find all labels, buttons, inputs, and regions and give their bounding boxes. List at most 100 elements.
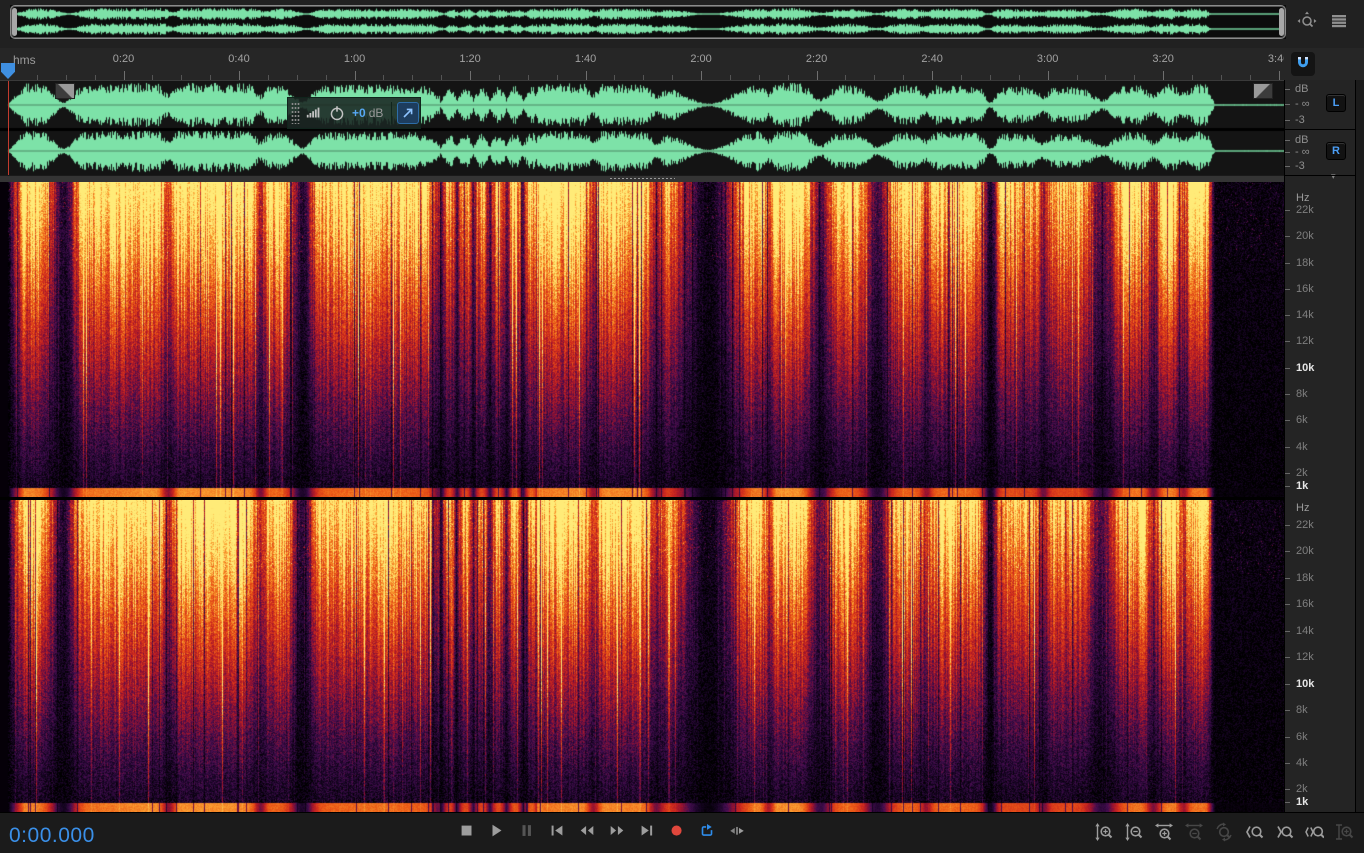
channel-r-button[interactable]: R bbox=[1326, 142, 1346, 160]
panel-right-edge bbox=[1355, 80, 1364, 812]
overview-bar bbox=[0, 0, 1364, 48]
rewind-button[interactable] bbox=[578, 822, 596, 840]
ruler-tick bbox=[94, 75, 96, 80]
hz-tick bbox=[1285, 763, 1290, 764]
db-tick bbox=[1285, 152, 1290, 153]
zoom-in-at-out-point-button[interactable] bbox=[1271, 821, 1296, 843]
zoom-full-button[interactable] bbox=[1331, 821, 1356, 843]
hz-scale-label: 1k bbox=[1296, 480, 1309, 492]
snap-toggle-button[interactable] bbox=[1291, 52, 1315, 76]
zoom-in-amplitude-button[interactable] bbox=[1091, 821, 1116, 843]
hz-scale-label: 1k bbox=[1296, 796, 1309, 808]
db-scale-label: dB bbox=[1295, 83, 1309, 95]
ruler-tick bbox=[874, 75, 876, 80]
db-scale: dB - ∞ -3 R bbox=[1285, 131, 1355, 176]
spectrogram-right-channel[interactable] bbox=[0, 500, 1284, 812]
ruler-tick bbox=[123, 71, 125, 80]
zoom-to-selection-button[interactable] bbox=[1301, 821, 1326, 843]
status-bar: 0:00.000 bbox=[0, 812, 1364, 853]
ruler-tick bbox=[383, 75, 385, 80]
ruler-tick bbox=[556, 75, 558, 80]
hz-tick bbox=[1285, 802, 1290, 803]
skip-to-end-button[interactable] bbox=[638, 822, 656, 840]
loop-playback-button[interactable] bbox=[698, 822, 716, 840]
pin-arrow-icon[interactable] bbox=[397, 102, 420, 124]
ruler-tick bbox=[729, 75, 731, 80]
db-scale-label: - ∞ bbox=[1295, 97, 1310, 110]
hz-scale-label: 8k bbox=[1296, 388, 1308, 400]
db-tick bbox=[1285, 89, 1290, 90]
play-button[interactable] bbox=[488, 822, 506, 840]
stop-button[interactable] bbox=[458, 822, 476, 840]
ruler-tick bbox=[903, 75, 905, 80]
fade-in-handle[interactable] bbox=[55, 83, 75, 99]
ruler-tick bbox=[267, 75, 269, 80]
ruler-tick bbox=[816, 71, 818, 80]
hz-tick bbox=[1285, 289, 1290, 290]
gain-value[interactable]: +0 bbox=[352, 106, 366, 120]
pan-zoom-icon[interactable] bbox=[1296, 10, 1318, 32]
volume-hud[interactable]: +0 dB bbox=[287, 97, 421, 129]
hz-tick bbox=[1285, 236, 1290, 237]
hz-unit-label: Hz bbox=[1296, 192, 1310, 204]
ruler-tick bbox=[1163, 71, 1165, 80]
record-button[interactable] bbox=[668, 822, 686, 840]
panel-menu-icon[interactable] bbox=[1328, 10, 1350, 32]
zoom-out-time-button[interactable] bbox=[1181, 821, 1206, 843]
hz-tick bbox=[1285, 486, 1290, 487]
db-tick bbox=[1285, 103, 1290, 105]
navigator-view-frame[interactable] bbox=[10, 5, 1286, 39]
zoom-in-time-button[interactable] bbox=[1151, 821, 1176, 843]
hz-scale-label: 20k bbox=[1296, 545, 1314, 557]
ruler-tick bbox=[470, 71, 472, 80]
skip-selection-button[interactable] bbox=[728, 822, 746, 840]
transport-controls bbox=[458, 822, 746, 840]
ruler-time-label: 1:20 bbox=[459, 53, 481, 65]
hz-scale-label: 16k bbox=[1296, 283, 1314, 295]
hz-tick bbox=[1285, 315, 1290, 316]
playhead-marker[interactable] bbox=[1, 63, 15, 79]
ruler-time-label: 3:20 bbox=[1152, 53, 1174, 65]
hz-scale-label: 16k bbox=[1296, 598, 1314, 610]
spectrogram-left-channel[interactable] bbox=[0, 182, 1284, 497]
hz-tick bbox=[1285, 394, 1290, 395]
skip-to-start-button[interactable] bbox=[548, 822, 566, 840]
db-scale-label: - ∞ bbox=[1295, 146, 1310, 158]
reset-zoom-button[interactable] bbox=[1211, 821, 1236, 843]
ruler-tick bbox=[1134, 75, 1136, 80]
db-scale-label: -3 bbox=[1295, 160, 1305, 172]
hz-scale-label: 22k bbox=[1296, 519, 1314, 531]
hz-tick bbox=[1285, 737, 1290, 738]
gain-knob-icon[interactable] bbox=[328, 104, 346, 122]
hz-scale-label: 2k bbox=[1296, 783, 1308, 795]
db-scale-label: -3 bbox=[1295, 114, 1305, 126]
ruler-time-label: 0:20 bbox=[112, 53, 135, 65]
waveform-display[interactable]: +0 dB bbox=[0, 80, 1284, 176]
ruler-tick bbox=[1105, 75, 1107, 80]
hz-scale-label: 14k bbox=[1296, 625, 1314, 637]
fade-out-handle[interactable] bbox=[1253, 83, 1273, 99]
hz-scale-label: 10k bbox=[1296, 362, 1315, 374]
ruler-tick bbox=[36, 75, 38, 80]
playhead-time-display[interactable]: 0:00.000 bbox=[9, 824, 95, 847]
ruler-tick bbox=[701, 71, 703, 80]
fast-forward-button[interactable] bbox=[608, 822, 626, 840]
ruler-tick bbox=[672, 75, 674, 80]
ruler-time-label: 1:40 bbox=[574, 53, 597, 65]
zoom-navigator[interactable] bbox=[10, 5, 1286, 39]
collapse-arrow-icon[interactable]: ▾ bbox=[1331, 171, 1336, 181]
ruler-tick bbox=[614, 75, 616, 80]
zoom-out-amplitude-button[interactable] bbox=[1121, 821, 1146, 843]
zoom-in-at-in-point-button[interactable] bbox=[1241, 821, 1266, 843]
ruler-tick bbox=[65, 75, 67, 80]
overview-waveform[interactable] bbox=[10, 6, 1284, 38]
drag-grip[interactable] bbox=[291, 102, 300, 124]
hud-separator bbox=[391, 102, 393, 124]
time-format-label: hms bbox=[13, 53, 36, 67]
channel-l-button[interactable]: L bbox=[1326, 94, 1346, 112]
pause-button[interactable] bbox=[518, 822, 536, 840]
ruler-tick bbox=[1249, 75, 1251, 80]
ruler-tick bbox=[527, 75, 529, 80]
timeline-ruler[interactable]: hms 0:20 0:40 1:00 1:20 1:40 2:00 2:20 2:40 3:00… bbox=[0, 48, 1364, 81]
